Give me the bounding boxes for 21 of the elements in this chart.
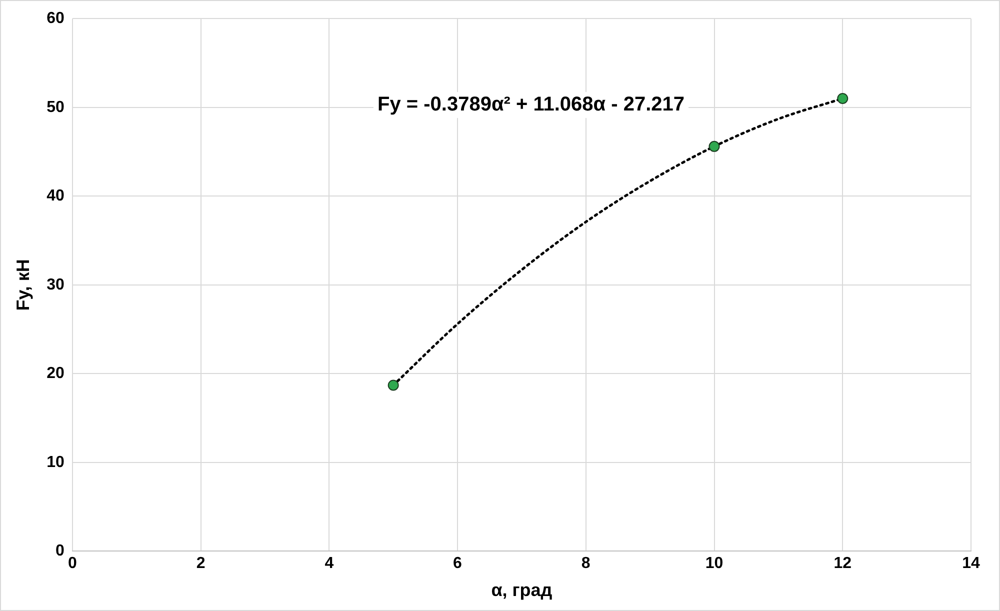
y-tick-label: 60	[46, 10, 64, 28]
y-tick-label: 0	[55, 542, 64, 560]
x-tick-label: 10	[705, 555, 724, 572]
y-tick-label: 20	[46, 365, 64, 382]
x-tick-label: 8	[581, 555, 590, 572]
x-tick-label: 2	[196, 555, 206, 572]
y-tick-label: 50	[46, 98, 64, 116]
y-axis-title: Fy, кН	[12, 259, 33, 311]
x-tick-label: 0	[68, 555, 77, 572]
y-tick-label: 30	[46, 276, 64, 294]
x-tick-label: 12	[834, 555, 852, 572]
x-axis-title: α, град	[491, 580, 553, 600]
y-tick-label: 10	[46, 454, 64, 471]
point	[837, 92, 848, 104]
point	[708, 140, 720, 152]
x-tick-label: 6	[453, 555, 462, 572]
y-tick-label: 40	[46, 188, 64, 205]
x-tick-label: 14	[962, 555, 980, 572]
x-tick-label: 4	[324, 555, 334, 572]
point	[388, 380, 399, 391]
annotation: Fy = -0.3789α² + 11.068α - 27.217	[377, 94, 685, 116]
